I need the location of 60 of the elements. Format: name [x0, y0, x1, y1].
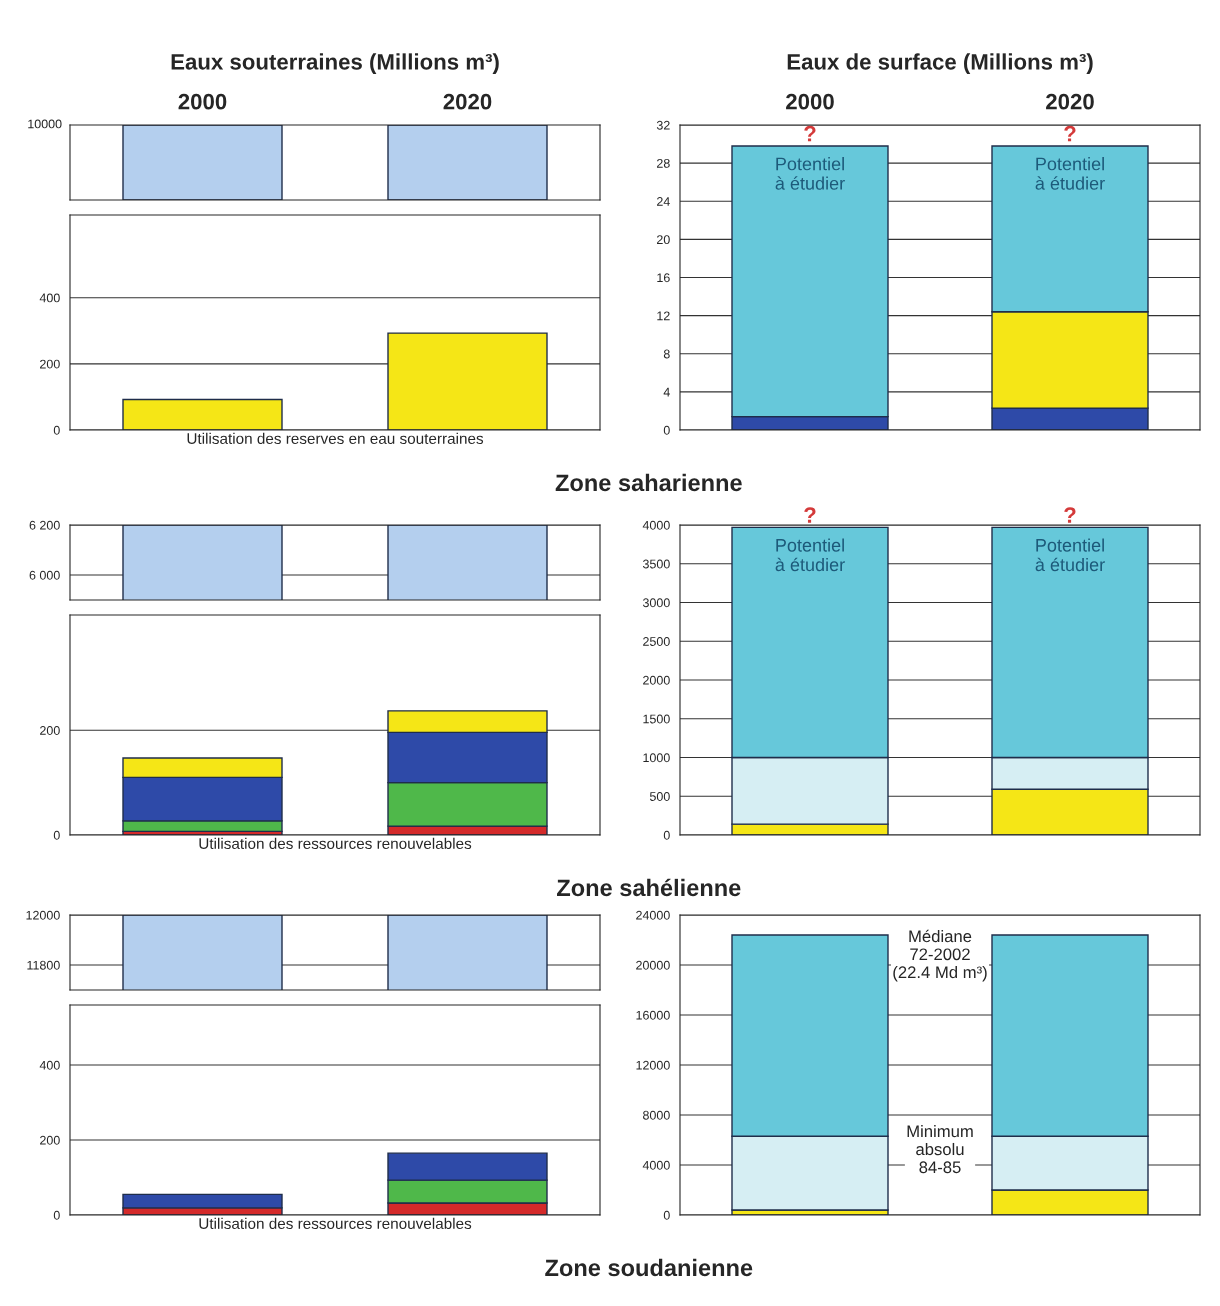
- y-tick-label: 0: [53, 1210, 60, 1220]
- y-tick-label: 16000: [636, 1010, 670, 1020]
- y-tick-label: 400: [39, 293, 60, 303]
- annotation: Médiane 72-2002 (22.4 Md m³): [893, 929, 987, 982]
- y-tick-label: 200: [40, 726, 60, 735]
- y-tick-label: 0: [53, 830, 60, 840]
- annotation: Potentiel à étudier: [775, 157, 845, 190]
- chart-title: Eaux de surface (Millions m³): [787, 53, 1093, 75]
- y-tick-label: 0: [663, 830, 670, 840]
- y-tick-label: 16: [657, 273, 670, 283]
- chart-title: Eaux souterraines (Millions m³): [171, 53, 499, 75]
- y-tick-label: 1000: [643, 753, 670, 763]
- annotation: ?: [804, 125, 816, 142]
- y-tick-label: 0: [663, 1210, 670, 1220]
- y-tick-label: 12: [657, 311, 670, 321]
- y-tick-label: 24: [657, 197, 670, 206]
- y-tick-label: 1500: [643, 714, 670, 724]
- x-axis-title: Utilisation des ressources renouvelables: [199, 1217, 472, 1229]
- annotation: ?: [804, 507, 816, 523]
- y-tick-label: 2500: [643, 637, 670, 646]
- y-tick-label: 8000: [643, 1110, 670, 1120]
- y-tick-label: 12000: [636, 1060, 670, 1070]
- y-tick-label: 24000: [636, 910, 670, 920]
- y-tick-label: 20: [657, 235, 670, 245]
- y-tick-label: 400: [39, 1060, 60, 1070]
- y-tick-label: 2000: [643, 675, 670, 685]
- text: Zone saharienne: [555, 473, 742, 492]
- x-tick-label: 2000: [178, 93, 227, 110]
- y-tick-label: 200: [40, 359, 60, 369]
- annotation: Potentiel à étudier: [1035, 538, 1105, 572]
- y-tick-label: 4000: [642, 1160, 670, 1170]
- y-tick-label: 6 000: [29, 570, 60, 580]
- y-tick-label: 28: [657, 158, 670, 168]
- x-tick-label: 2020: [1046, 93, 1094, 110]
- x-tick-label: 2020: [443, 93, 492, 110]
- y-tick-label: 4: [663, 387, 670, 397]
- y-tick-label: 8: [663, 349, 670, 359]
- annotation: Minimum absolu 84-85: [907, 1125, 973, 1174]
- y-tick-label: 0: [53, 425, 60, 435]
- x-axis-title: Utilisation des ressources renouvelables: [199, 837, 472, 849]
- y-tick-label: 500: [649, 792, 670, 801]
- y-tick-label: 4000: [642, 520, 670, 530]
- annotation: ?: [1064, 125, 1076, 142]
- text: 10000: [28, 119, 62, 129]
- annotation: ?: [1064, 507, 1076, 523]
- text: Zone sahélienne: [557, 878, 741, 897]
- y-tick-label: 11800: [27, 960, 60, 970]
- annotation: Potentiel à étudier: [1035, 157, 1105, 190]
- y-tick-label: 3500: [642, 559, 670, 569]
- x-tick-label: 2000: [786, 93, 834, 110]
- x-axis-title: Utilisation des reserves en eau souterraines: [187, 432, 484, 444]
- y-tick-label: 6 200: [29, 520, 60, 530]
- y-tick-label: 3000: [642, 598, 670, 608]
- y-tick-label: 0: [663, 425, 670, 435]
- y-tick-label: 200: [40, 1135, 60, 1145]
- y-tick-label: 32: [656, 120, 670, 130]
- y-tick-label: 12000: [26, 910, 60, 920]
- annotation: Potentiel à étudier: [775, 538, 845, 572]
- y-tick-label: 20000: [636, 960, 670, 970]
- text: Zone soudanienne: [545, 1258, 753, 1277]
